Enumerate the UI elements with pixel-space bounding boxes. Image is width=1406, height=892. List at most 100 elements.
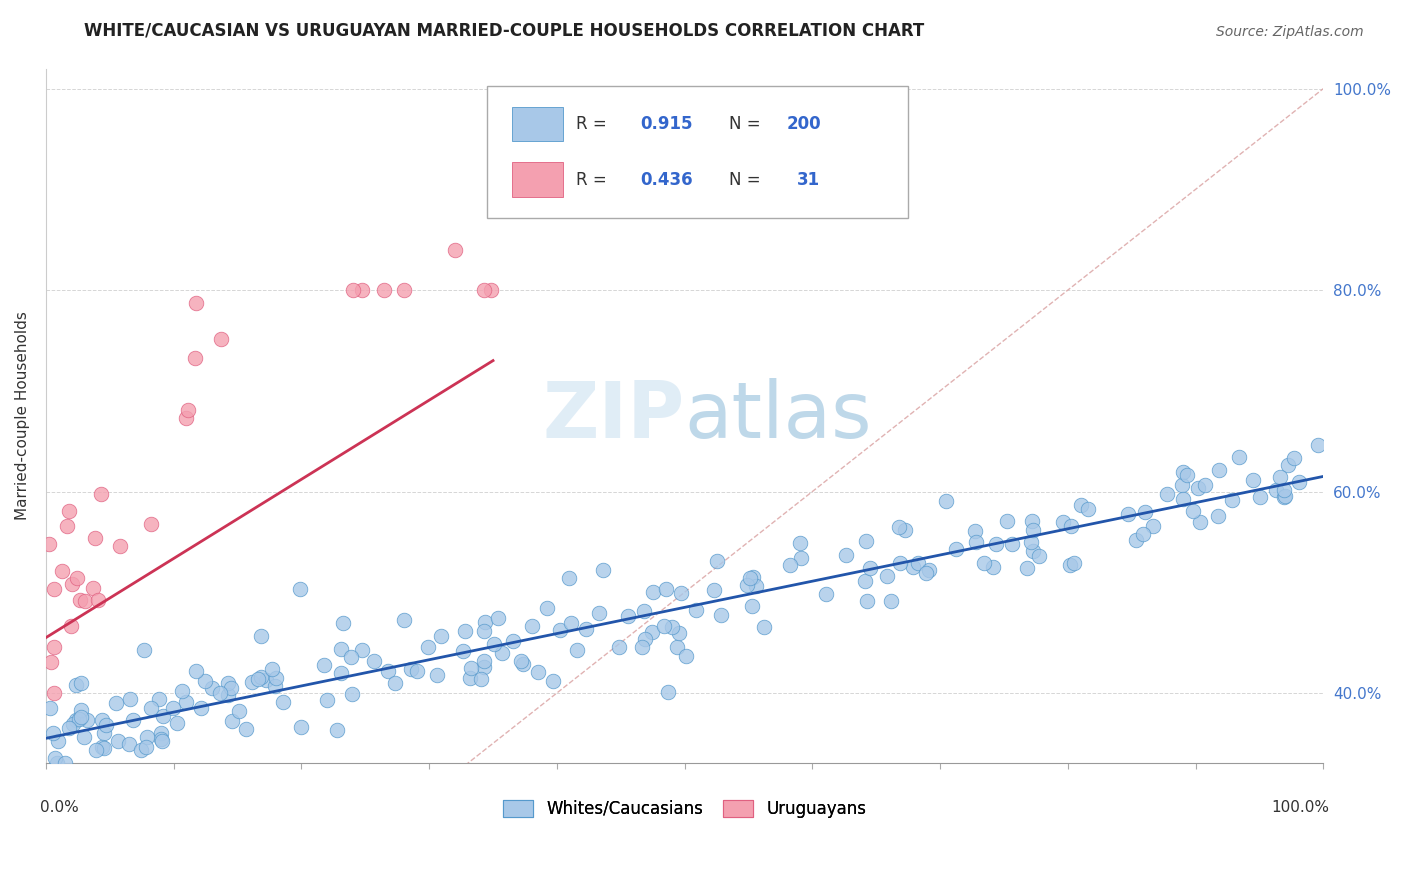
Point bbox=[271, 695, 294, 709]
Point bbox=[1181, 504, 1204, 518]
Point bbox=[741, 599, 763, 613]
Point bbox=[1052, 515, 1074, 529]
Point bbox=[44, 640, 66, 655]
Point bbox=[1171, 466, 1194, 480]
Point bbox=[67, 713, 90, 727]
Point bbox=[217, 676, 239, 690]
Point bbox=[491, 646, 513, 660]
Point bbox=[460, 661, 482, 675]
Point bbox=[617, 608, 640, 623]
Point bbox=[512, 657, 534, 671]
Point bbox=[87, 593, 110, 607]
Point bbox=[330, 666, 353, 681]
Text: 0.0%: 0.0% bbox=[39, 800, 79, 815]
Point bbox=[90, 487, 112, 501]
Point bbox=[1227, 450, 1250, 464]
Point bbox=[652, 619, 675, 633]
Point bbox=[685, 603, 707, 617]
Point bbox=[1208, 463, 1230, 477]
Point bbox=[859, 560, 882, 574]
Point bbox=[120, 692, 142, 706]
Point bbox=[526, 665, 548, 680]
Point bbox=[39, 655, 62, 669]
Point bbox=[470, 673, 492, 687]
Point bbox=[314, 657, 336, 672]
Point bbox=[1171, 492, 1194, 507]
Point bbox=[1272, 483, 1295, 497]
Point bbox=[918, 563, 941, 577]
Point bbox=[1015, 561, 1038, 575]
Point bbox=[709, 608, 731, 623]
Point bbox=[752, 620, 775, 634]
Point bbox=[643, 585, 665, 599]
Point bbox=[789, 535, 811, 549]
Point bbox=[166, 715, 188, 730]
Point bbox=[108, 539, 131, 553]
Point bbox=[135, 739, 157, 754]
Point bbox=[1132, 527, 1154, 541]
Point bbox=[177, 403, 200, 417]
Point bbox=[209, 686, 232, 700]
Point bbox=[350, 283, 373, 297]
Point bbox=[453, 644, 475, 658]
Point bbox=[76, 713, 98, 727]
FancyBboxPatch shape bbox=[512, 162, 564, 197]
Point bbox=[162, 701, 184, 715]
Point bbox=[254, 673, 277, 688]
Text: R =: R = bbox=[576, 115, 612, 133]
Point bbox=[893, 524, 915, 538]
Point bbox=[1249, 490, 1271, 504]
Point bbox=[340, 687, 363, 701]
Point bbox=[394, 613, 416, 627]
Point bbox=[342, 283, 364, 297]
Point bbox=[260, 662, 283, 676]
Point bbox=[65, 713, 87, 727]
Point bbox=[661, 620, 683, 634]
Text: WHITE/CAUCASIAN VS URUGUAYAN MARRIED-COUPLE HOUSEHOLDS CORRELATION CHART: WHITE/CAUCASIAN VS URUGUAYAN MARRIED-COU… bbox=[84, 21, 925, 39]
Point bbox=[984, 537, 1007, 551]
Point bbox=[472, 653, 495, 667]
Point bbox=[1272, 490, 1295, 504]
Point bbox=[855, 533, 877, 548]
Point bbox=[330, 642, 353, 657]
Point bbox=[472, 659, 495, 673]
Point bbox=[184, 351, 207, 366]
Text: atlas: atlas bbox=[685, 378, 872, 454]
Point bbox=[479, 283, 502, 297]
Point bbox=[460, 672, 482, 686]
Point bbox=[1274, 489, 1296, 503]
Point bbox=[221, 714, 243, 728]
Point bbox=[134, 642, 156, 657]
Point bbox=[288, 582, 311, 597]
Point bbox=[426, 667, 449, 681]
Point bbox=[194, 674, 217, 689]
Point bbox=[66, 571, 89, 585]
Point bbox=[1022, 523, 1045, 537]
Point bbox=[1059, 558, 1081, 572]
Point bbox=[107, 733, 129, 747]
Point bbox=[472, 283, 495, 297]
Point bbox=[399, 663, 422, 677]
Point bbox=[666, 640, 689, 654]
Point bbox=[703, 583, 725, 598]
Y-axis label: Married-couple Households: Married-couple Households bbox=[15, 311, 30, 520]
Point bbox=[62, 577, 84, 591]
Point bbox=[965, 534, 987, 549]
Point bbox=[482, 637, 505, 651]
Point bbox=[1277, 458, 1299, 472]
Point bbox=[290, 720, 312, 734]
Point bbox=[340, 649, 363, 664]
Point bbox=[889, 556, 911, 570]
Point bbox=[1284, 450, 1306, 465]
Point bbox=[1077, 501, 1099, 516]
Point bbox=[44, 751, 66, 765]
Point bbox=[82, 581, 104, 595]
Point bbox=[90, 740, 112, 755]
Point bbox=[84, 743, 107, 757]
Point bbox=[520, 618, 543, 632]
Point bbox=[250, 670, 273, 684]
Point bbox=[853, 574, 876, 589]
Point bbox=[240, 674, 263, 689]
Point bbox=[1019, 534, 1042, 549]
Point bbox=[73, 594, 96, 608]
